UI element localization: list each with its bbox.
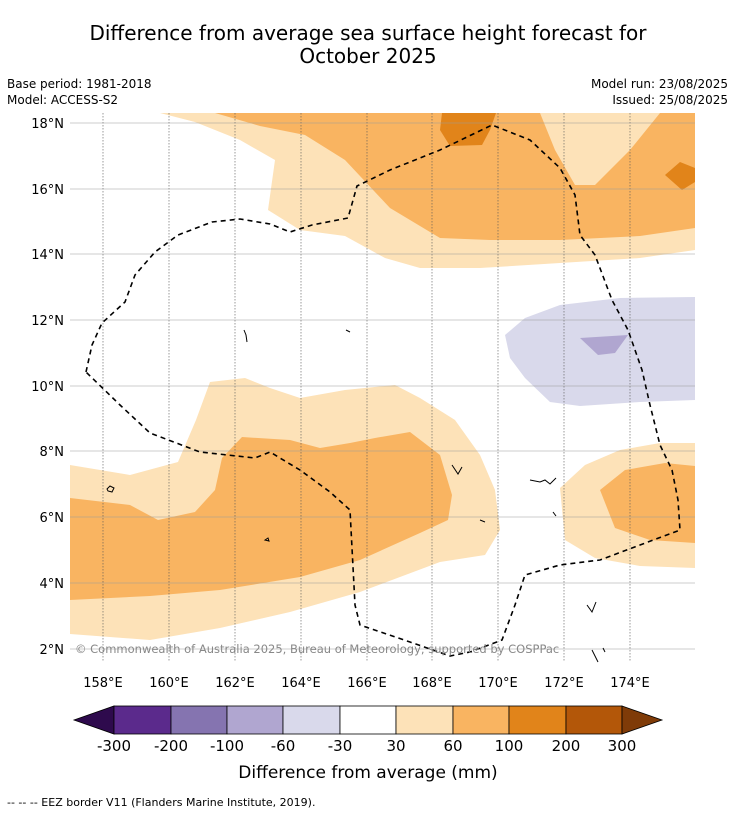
lon-label: 174°E	[610, 676, 650, 691]
colorbar-tick: 300	[608, 737, 637, 755]
colorbar-label: Difference from average (mm)	[238, 763, 497, 783]
lon-label: 166°E	[347, 676, 387, 691]
lon-label: 164°E	[281, 676, 321, 691]
lat-label: 8°N	[40, 445, 65, 460]
colorbar-bin	[565, 705, 623, 735]
latitude-labels: 18°N 16°N 14°N 12°N 10°N 8°N 6°N 4°N 2°N	[31, 117, 64, 658]
colorbar-bin	[339, 705, 397, 735]
colorbar-tick: -100	[210, 737, 244, 755]
colorbar-bin	[170, 705, 228, 735]
colorbar-bin	[395, 705, 454, 735]
base-period: Base period: 1981-2018	[7, 77, 152, 91]
longitude-labels: 158°E 160°E 162°E 164°E 166°E 168°E 170°…	[83, 676, 650, 691]
lat-label: 18°N	[31, 117, 64, 132]
contour-60-100-south	[70, 432, 452, 600]
lat-label: 16°N	[31, 183, 64, 198]
lat-label: 14°N	[31, 248, 64, 263]
sea-height-contours	[70, 113, 695, 640]
colorbar-min-extend	[72, 705, 115, 735]
lat-label: 2°N	[40, 643, 65, 658]
lat-label: 12°N	[31, 314, 64, 329]
colorbar-bin	[226, 705, 284, 735]
title-line-2: October 2025	[299, 44, 437, 68]
colorbar-bin	[113, 705, 172, 735]
lon-label: 168°E	[412, 676, 452, 691]
colorbar-tick: 100	[495, 737, 524, 755]
islands	[106, 329, 606, 663]
colorbar-bin	[452, 705, 510, 735]
model-run: Model run: 23/08/2025	[590, 77, 728, 91]
gridlines	[70, 113, 695, 662]
lon-label: 170°E	[478, 676, 518, 691]
colorbar-tick: 30	[386, 737, 405, 755]
issued-date: Issued: 25/08/2025	[612, 93, 728, 107]
lon-label: 172°E	[544, 676, 584, 691]
colorbar-tick: -300	[97, 737, 131, 755]
copyright-text: © Commonwealth of Australia 2025, Bureau…	[75, 642, 559, 656]
metadata-right: Model run: 23/08/2025 Issued: 25/08/2025	[591, 76, 728, 108]
lat-label: 6°N	[40, 511, 65, 526]
model-name: Model: ACCESS-S2	[7, 93, 119, 107]
lat-label: 4°N	[40, 577, 65, 592]
colorbar-bin	[508, 705, 567, 735]
lon-label: 158°E	[83, 676, 123, 691]
metadata-left: Base period: 1981-2018 Model: ACCESS-S2	[7, 76, 152, 108]
lat-label: 10°N	[31, 380, 64, 395]
map-title: Difference from average sea surface heig…	[0, 22, 736, 68]
colorbar-bin	[282, 705, 341, 735]
contour-100-200-north-b	[665, 162, 695, 190]
eez-border	[85, 124, 681, 657]
colorbar-max-extend	[621, 705, 664, 735]
contour-60-100-north	[215, 113, 695, 240]
colorbar-ticks: -300 -200 -100 -60 -30 30 60 100 200 300	[97, 737, 636, 755]
title-line-1: Difference from average sea surface heig…	[89, 21, 647, 45]
colorbar-tick: -200	[154, 737, 188, 755]
eez-legend-note: -- -- -- EEZ border V11 (Flanders Marine…	[7, 796, 316, 809]
colorbar-tick: 200	[552, 737, 581, 755]
contour-neg60-100	[580, 335, 628, 355]
contour-100-200-north-a	[440, 113, 496, 146]
lon-label: 160°E	[149, 676, 189, 691]
colorbar-tick: 60	[443, 737, 462, 755]
colorbar	[72, 705, 664, 735]
colorbar-tick: -60	[271, 737, 296, 755]
contour-60-100-southeast	[600, 463, 695, 543]
lon-label: 162°E	[215, 676, 255, 691]
colorbar-tick: -30	[328, 737, 353, 755]
